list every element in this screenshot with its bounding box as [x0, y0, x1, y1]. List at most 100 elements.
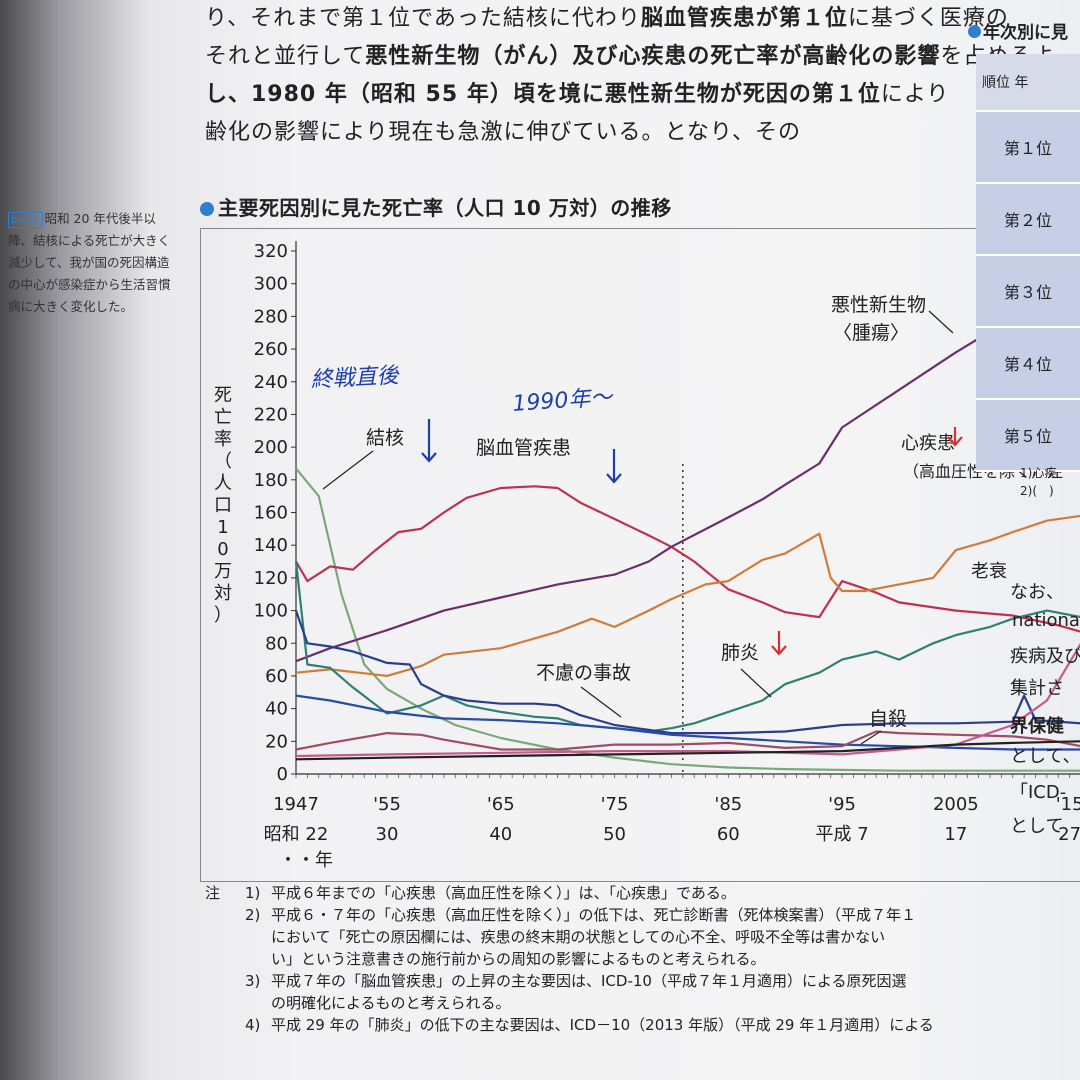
note-item: 4) 平成 29 年の「肺炎」の低下の主な要因は、ICD－10（2013 年版）（… — [205, 1014, 1005, 1036]
mortality-chart: 0204060801001201401601802002202402602803… — [214, 241, 1080, 871]
rank-row: 第４位 — [976, 328, 1080, 400]
x-tick-label-era: 40 — [489, 824, 512, 845]
note-item: 3) 平成７年の「脳血管疾患」の上昇の主な要因は、ICD-10（平成７年１月適用）… — [205, 970, 1005, 992]
note-number: 4) — [245, 1016, 261, 1034]
chart-notes: 注 1) 平成６年までの「心疾患（高血圧性を除く）」は、「心疾患」である。 2) 平成６… — [205, 882, 1005, 1036]
series-line — [295, 642, 1080, 758]
bullet-dot-icon — [968, 25, 981, 38]
right-text-fragment: 「ICD- — [1010, 782, 1067, 803]
note-number: 3) — [245, 972, 261, 990]
y-tick-label: 0 — [277, 764, 288, 785]
y-axis-label-char: 口 — [214, 495, 232, 516]
x-tick-label-era: 30 — [376, 824, 399, 845]
y-axis-label-char: 死 — [214, 385, 232, 406]
rank-table-notes: 1)心疾 2)( ) — [1020, 466, 1057, 498]
handwritten-note: 1990年～ — [512, 385, 615, 417]
x-tick-label-sub: ・・年 — [279, 850, 333, 871]
note-number — [245, 948, 271, 970]
label-noukekkan: 脳血管疾患 — [476, 437, 571, 459]
leader-kekkaku — [322, 450, 374, 490]
x-tick-label-era: 27 — [1058, 824, 1080, 845]
y-axis-label-char: 対 — [214, 583, 232, 604]
series-line — [295, 740, 1080, 761]
body-line-2: それと並行して悪性新生物（がん）及び心疾患の死亡率が高齢化の影響を占めるよ — [205, 44, 1054, 69]
rank-table: 順位 年 第１位 第２位 第３位 第４位 第５位 — [976, 54, 1080, 472]
section-heading: 主要死因別に見た死亡率（人口 10 万対）の推移 — [200, 192, 672, 221]
label-akusei-2: 〈腫瘍〉 — [833, 322, 909, 344]
y-tick-label: 160 — [254, 503, 288, 524]
x-tick-label: '65 — [487, 794, 515, 815]
series-line — [295, 485, 1080, 633]
note-item: い」という注意書きの施行前からの周知の影響によるものと考えられる。 — [205, 948, 1005, 970]
y-tick-label: 260 — [254, 339, 288, 360]
basic-tag: basic — [8, 212, 43, 228]
series-line — [295, 514, 1080, 677]
rank-row: 第５位 — [976, 400, 1080, 472]
leader-jisatsu — [860, 730, 882, 745]
body-line-1: り、それまで第１位であった結核に代わり脳血管疾患が第１位に基づく医療の — [205, 6, 1009, 31]
y-axis-label-char: 率 — [214, 429, 232, 450]
note-head — [205, 992, 245, 1014]
note-text: 平成 29 年の「肺炎」の低下の主な要因は、ICD－10（2013 年版）（平成… — [271, 1016, 934, 1034]
y-tick-label: 240 — [254, 372, 288, 393]
x-tick-label-era: 50 — [603, 824, 626, 845]
series-line — [295, 730, 1080, 751]
note-head — [205, 904, 245, 926]
down-arrow-icon-head — [421, 452, 437, 463]
right-text-fragment: 集計さ — [1010, 678, 1064, 699]
x-tick-label-era: 昭和 22 — [264, 824, 329, 845]
note-item: 2) 平成６・７年の「心疾患（高血圧性を除く）」の低下は、死亡診断書（死体検案書）… — [205, 904, 1005, 926]
series-line — [294, 610, 1080, 735]
series-line — [294, 561, 1080, 733]
note-text: において「死亡の原因欄には、疾患の終末期の状態としての心不全、呼吸不全等は書かな… — [271, 928, 886, 946]
note-head — [205, 1014, 245, 1036]
y-axis-label-char: （ — [214, 451, 232, 472]
handwritten-note: 終戦直後 — [310, 363, 401, 393]
note-head — [205, 926, 245, 948]
y-tick-label: 60 — [265, 666, 288, 687]
sidebar-note-text: 昭和 20 年代後半以降、結核による死亡が大きく減少して、我が国の死因構造の中心… — [8, 211, 171, 314]
label-kekkaku: 結核 — [366, 427, 404, 449]
right-panel: 年次別に見 順位 年 第１位 第２位 第３位 第４位 第５位 — [968, 18, 1080, 488]
down-arrow-icon-head — [606, 473, 622, 484]
series-line — [295, 286, 1080, 663]
body-line-4: 齢化の影響により現在も急激に伸びている。となり、その — [205, 120, 802, 145]
right-text-fragment: 界保健 — [1010, 716, 1064, 737]
label-akusei-1: 悪性新生物 — [831, 294, 926, 316]
rank-row: 第３位 — [976, 256, 1080, 328]
y-tick-label: 40 — [265, 699, 288, 720]
note-text: い」という注意書きの施行前からの周知の影響によるものと考えられる。 — [271, 950, 766, 968]
y-axis-label-char: 1 — [217, 517, 228, 538]
y-tick-label: 220 — [254, 404, 288, 425]
body-line-3: し、1980 年（昭和 55 年）頃を境に悪性新生物が死因の第１位により — [205, 82, 950, 107]
right-text-fragment: として — [1010, 816, 1064, 837]
note-text: 平成７年の「脳血管疾患」の上昇の主な要因は、ICD-10（平成７年１月適用）によ… — [271, 972, 907, 990]
sidebar-note: basic 昭和 20 年代後半以降、結核による死亡が大きく減少して、我が国の死因… — [8, 208, 178, 318]
y-tick-label: 100 — [254, 601, 288, 622]
y-tick-label: 120 — [254, 568, 288, 589]
label-rosui: 老衰 — [971, 561, 1007, 582]
y-tick-label: 20 — [265, 731, 288, 752]
y-tick-label: 320 — [254, 241, 288, 262]
y-tick-label: 180 — [254, 470, 288, 491]
right-text-fragment: として、 — [1010, 746, 1080, 767]
x-tick-label: '95 — [828, 794, 856, 815]
y-axis-label-char: 万 — [214, 561, 232, 582]
note-number: 2) — [245, 906, 261, 924]
note-number — [245, 992, 271, 1014]
y-axis-label-char: ） — [214, 605, 232, 626]
note-item: において「死亡の原因欄には、疾患の終末期の状態としての心不全、呼吸不全等は書かな… — [205, 926, 1005, 948]
bullet-dot-icon — [200, 202, 214, 216]
x-tick-label: 1947 — [273, 794, 319, 815]
y-axis-label-char: 0 — [217, 539, 228, 560]
y-tick-label: 80 — [265, 633, 288, 654]
note-head — [205, 948, 245, 970]
note-item: の明確化によるものと考えられる。 — [205, 992, 1005, 1014]
note-text: の明確化によるものと考えられる。 — [271, 994, 511, 1012]
y-tick-label: 280 — [254, 306, 288, 327]
series-line — [295, 467, 1080, 772]
leader-furyo — [580, 686, 622, 718]
note-text: 平成６年までの「心疾患（高血圧性を除く）」は、「心疾患」である。 — [271, 884, 736, 902]
rank-row: 第１位 — [976, 112, 1080, 184]
